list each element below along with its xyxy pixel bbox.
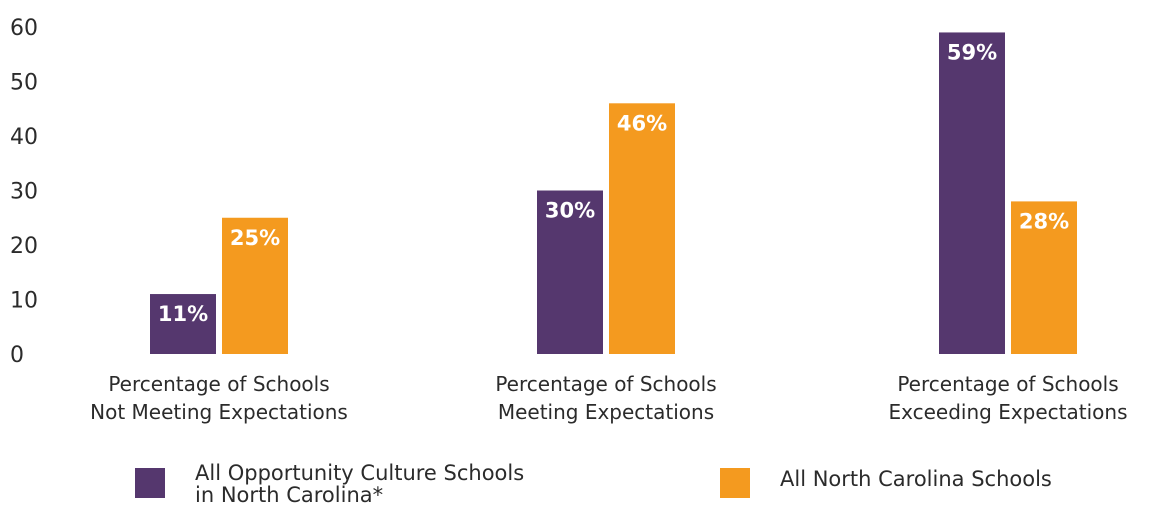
y-axis: 0 10 20 30 40 50 60 xyxy=(10,16,38,368)
legend-label-north-carolina: All North Carolina Schools xyxy=(780,467,1052,491)
y-tick-label: 40 xyxy=(10,125,38,150)
bar-data-label: 11% xyxy=(158,302,208,326)
y-tick-label: 20 xyxy=(10,234,38,259)
bar-data-label: 59% xyxy=(947,40,997,64)
bar-data-label: 46% xyxy=(617,111,667,135)
legend-label-opportunity-culture: All Opportunity Culture Schools in North… xyxy=(195,461,525,507)
legend-item-opportunity-culture: All Opportunity Culture Schools in North… xyxy=(135,462,524,506)
bar xyxy=(609,103,675,354)
bar xyxy=(939,32,1005,354)
x-category-label: Percentage of Schools Not Meeting Expecta… xyxy=(90,372,348,424)
x-category-label: Percentage of Schools Exceeding Expectati… xyxy=(888,372,1127,424)
legend-item-north-carolina: All North Carolina Schools xyxy=(720,462,1052,498)
x-axis: Percentage of Schools Not Meeting Expecta… xyxy=(90,372,1127,424)
bars: 11% 30% 59% 25% 46% 28% xyxy=(150,32,1077,354)
bar-data-label: 30% xyxy=(545,199,595,223)
bar xyxy=(1011,201,1077,354)
legend-swatch-north-carolina xyxy=(720,468,750,498)
y-tick-label: 50 xyxy=(10,71,38,96)
bar xyxy=(150,294,216,354)
y-tick-label: 10 xyxy=(10,289,38,314)
bar-data-label: 28% xyxy=(1019,209,1069,233)
bar-data-label: 25% xyxy=(230,226,280,250)
bar xyxy=(537,190,603,354)
y-tick-label: 60 xyxy=(10,16,38,41)
x-category-label: Percentage of Schools Meeting Expectation… xyxy=(495,372,716,424)
legend-swatch-opportunity-culture xyxy=(135,468,165,498)
y-tick-label: 30 xyxy=(10,180,38,205)
bar xyxy=(222,217,288,354)
y-tick-label: 0 xyxy=(10,343,24,368)
